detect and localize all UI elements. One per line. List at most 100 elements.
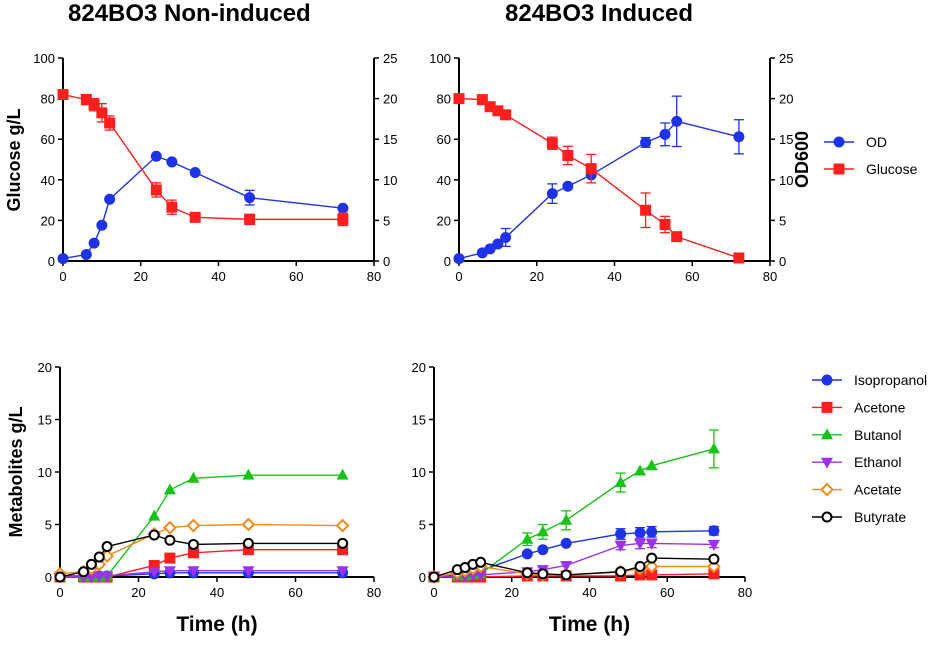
p3-point-acetone bbox=[646, 569, 658, 581]
p3-point-ethanol bbox=[707, 539, 720, 551]
p1-point-glucose bbox=[500, 109, 512, 121]
p0-point-glucose bbox=[189, 211, 201, 223]
p1-point-od bbox=[659, 128, 671, 140]
p0-y-axis-title: Glucose g/L bbox=[4, 108, 24, 211]
p1-legend-label-od: OD bbox=[866, 134, 887, 150]
p1-y2-tick-label: 5 bbox=[779, 213, 786, 228]
p3-point-butyrate bbox=[708, 553, 720, 565]
p3-y-tick-label: 15 bbox=[412, 413, 426, 428]
p1-point-glucose bbox=[585, 163, 597, 175]
p0-y-tick-label: 40 bbox=[41, 173, 55, 188]
p1-point-glucose bbox=[492, 105, 504, 117]
p1-point-glucose bbox=[562, 149, 574, 161]
p0-y2-tick-label: 0 bbox=[383, 254, 390, 269]
p0-point-glucose bbox=[96, 107, 108, 119]
p0-point-glucose bbox=[337, 213, 349, 225]
p3-legend-label-isopropanol: Isopropanol bbox=[854, 372, 927, 388]
p0-point-od bbox=[244, 192, 256, 204]
p2-point-acetone bbox=[242, 544, 254, 556]
p0-point-od bbox=[88, 237, 100, 249]
p3-point-ethanol bbox=[634, 538, 647, 550]
p2-point-ethanol bbox=[187, 566, 200, 578]
p2-point-ethanol bbox=[93, 571, 106, 583]
p3-x-tick-label: 0 bbox=[430, 585, 437, 600]
p2-point-acetone bbox=[148, 559, 160, 571]
p2-point-butyrate bbox=[85, 558, 97, 570]
p3-x-tick-label: 80 bbox=[738, 585, 752, 600]
p3-point-butanol bbox=[634, 464, 647, 476]
p1-y2-tick-label: 20 bbox=[779, 92, 793, 107]
p2-point-ethanol bbox=[85, 572, 98, 584]
p0-y-tick-label: 80 bbox=[41, 92, 55, 107]
p1-y2-tick-label: 0 bbox=[779, 254, 786, 269]
p1-series-line-glucose bbox=[458, 97, 740, 259]
p1-point-glucose bbox=[733, 252, 745, 264]
p3-point-butanol bbox=[614, 476, 627, 487]
p0-point-glucose bbox=[88, 99, 100, 111]
p0-point-od bbox=[189, 166, 201, 178]
p1-point-glucose bbox=[453, 93, 465, 105]
p2-point-butanol bbox=[148, 509, 161, 521]
p3-point-acetate bbox=[644, 559, 659, 574]
p3-point-butanol bbox=[707, 442, 720, 454]
p3-point-ethanol bbox=[614, 541, 627, 552]
p2-x-tick-label: 40 bbox=[210, 585, 224, 600]
p3-point-isopropanol bbox=[521, 548, 533, 560]
p3-point-butyrate bbox=[560, 569, 572, 581]
p2-point-acetate bbox=[186, 518, 201, 533]
p2-point-acetone bbox=[187, 547, 199, 559]
p2-point-ethanol bbox=[242, 566, 255, 578]
p3-legend-label-acetate: Acetate bbox=[854, 482, 902, 498]
p2-x-tick-label: 80 bbox=[367, 585, 381, 600]
p3-point-butanol bbox=[521, 532, 534, 544]
p0-point-glucose bbox=[57, 89, 69, 101]
p3-point-butyrate bbox=[537, 568, 549, 580]
p2-point-butanol bbox=[242, 468, 255, 480]
p1-point-od bbox=[492, 238, 504, 250]
p3-legend-label-ethanol: Ethanol bbox=[854, 454, 901, 470]
p3-legend-marker-butyrate bbox=[821, 511, 833, 523]
p3-legend-label-butyrate: Butyrate bbox=[854, 509, 906, 525]
p3-point-isopropanol bbox=[708, 525, 720, 537]
p2-point-ethanol bbox=[101, 571, 114, 583]
p2-x-tick-label: 60 bbox=[288, 585, 302, 600]
p0-point-od bbox=[104, 193, 116, 205]
p1-point-od bbox=[546, 188, 558, 200]
p3-point-butyrate bbox=[428, 571, 440, 583]
p0-point-glucose bbox=[150, 184, 162, 196]
p3-legend-marker-ethanol bbox=[821, 457, 833, 469]
p3-point-ethanol bbox=[645, 538, 658, 550]
p3-point-isopropanol bbox=[646, 526, 658, 538]
p1-y-tick-label: 20 bbox=[437, 213, 451, 228]
p2-point-butyrate bbox=[337, 537, 349, 549]
p2-point-butanol bbox=[336, 468, 349, 480]
p1-point-od bbox=[733, 131, 745, 143]
p1-x-tick-label: 40 bbox=[607, 269, 621, 284]
p1-legend-label-glucose: Glucose bbox=[866, 161, 918, 177]
p1-legend-marker-od bbox=[833, 136, 845, 148]
p2-point-acetate bbox=[241, 517, 256, 532]
p1-legend-marker-glucose bbox=[833, 163, 845, 175]
p3-x-tick-label: 60 bbox=[660, 585, 674, 600]
p1-point-glucose bbox=[640, 204, 652, 216]
p3-point-ethanol bbox=[466, 570, 479, 582]
p1-y-tick-label: 60 bbox=[437, 132, 451, 147]
p2-y-tick-label: 5 bbox=[45, 518, 52, 533]
p1-x-tick-label: 20 bbox=[530, 269, 544, 284]
p1-point-od bbox=[500, 231, 512, 243]
p0-x-tick-label: 80 bbox=[367, 269, 381, 284]
p1-point-od bbox=[640, 136, 652, 148]
panel-title-non-induced: 824BO3 Non-induced bbox=[68, 0, 311, 27]
p2-point-butyrate bbox=[242, 537, 254, 549]
p1-y2-tick-label: 25 bbox=[779, 51, 793, 66]
p3-x-axis-title: Time (h) bbox=[549, 613, 630, 636]
p2-y-axis-title: Metabolites g/L bbox=[6, 406, 26, 537]
p0-y2-tick-label: 25 bbox=[383, 51, 397, 66]
p2-point-butyrate bbox=[54, 571, 66, 583]
p2-y-tick-label: 10 bbox=[38, 465, 52, 480]
p1-point-glucose bbox=[659, 218, 671, 230]
p3-point-butanol bbox=[645, 459, 658, 471]
p2-point-butanol bbox=[163, 483, 176, 495]
p3-x-tick-label: 40 bbox=[582, 585, 596, 600]
p3-point-butyrate bbox=[646, 552, 658, 564]
